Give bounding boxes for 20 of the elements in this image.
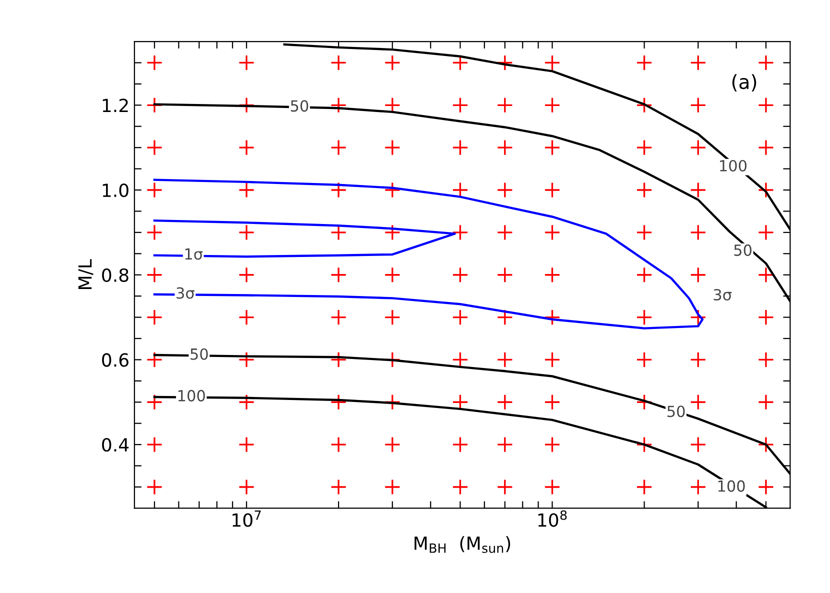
annotation: (a) [732,74,756,92]
x-axis-title: M$_{BH}$ (M$_{sun}$) [414,536,510,553]
annotation: 1σ [185,248,203,260]
y-tick-label: 0.8 [102,268,128,282]
x-tick-label: 10$^{8}$ [538,510,567,527]
annotation: 3σ [714,288,732,300]
y-tick-label: 0.6 [102,353,128,367]
annotation: 50 [667,406,685,418]
x-tick-label: 10$^{7}$ [232,510,261,527]
y-tick-label: 1.0 [102,183,128,198]
y-axis-title: M/L [78,259,94,289]
annotation: 100 [178,390,205,402]
annotation: 50 [190,348,208,360]
annotation: 3σ [176,287,194,299]
annotation: 100 [720,160,747,172]
annotation: 50 [734,244,752,256]
annotation: 50 [290,100,308,112]
annotation: 100 [718,480,745,492]
y-tick-label: 0.4 [102,438,129,452]
y-tick-label: 1.2 [102,98,128,112]
